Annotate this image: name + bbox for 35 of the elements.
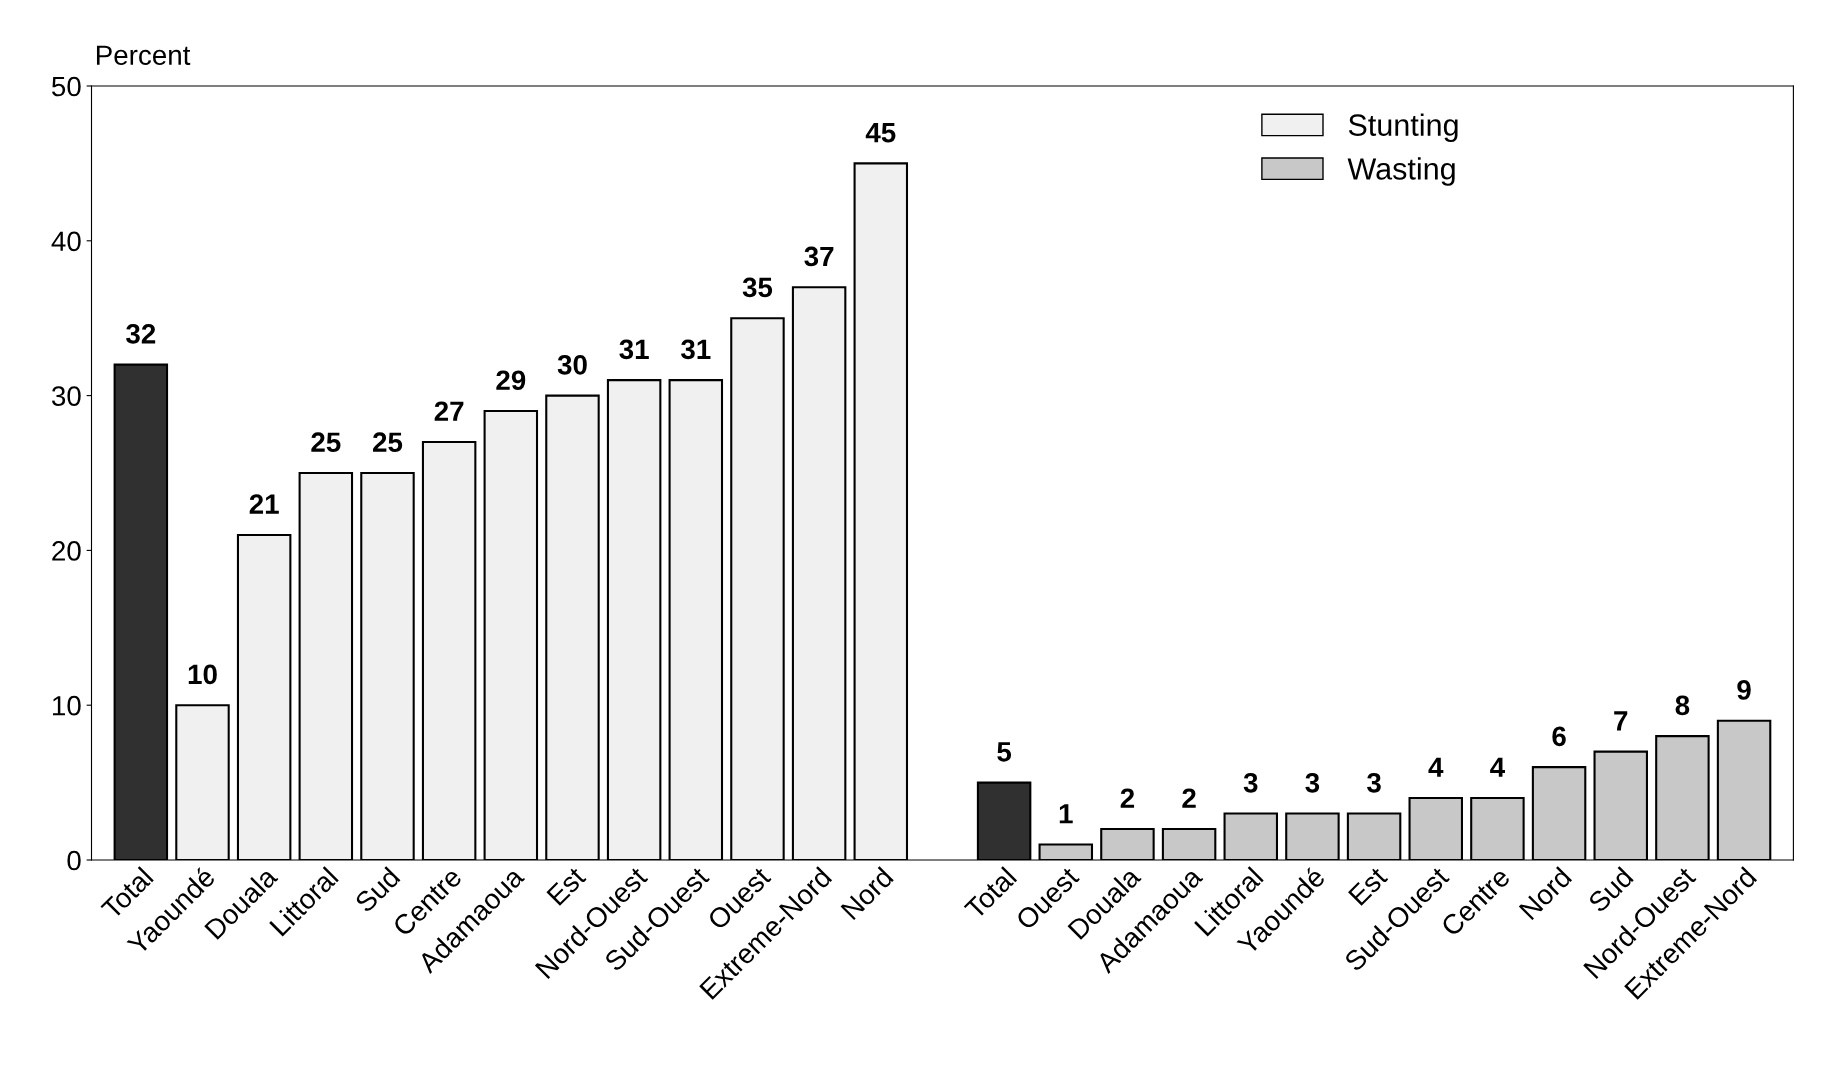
y-tick-label: 50 bbox=[51, 76, 81, 97]
y-tick-label: 10 bbox=[53, 695, 81, 716]
data-label: 4 bbox=[1428, 757, 1444, 777]
data-label: 29 bbox=[496, 370, 526, 391]
data-label: 21 bbox=[249, 494, 279, 514]
data-label: 31 bbox=[619, 339, 649, 360]
data-label: 6 bbox=[1552, 726, 1566, 747]
y-tick-label: 0 bbox=[67, 850, 81, 871]
data-label: 3 bbox=[1243, 772, 1258, 793]
data-label: 31 bbox=[680, 339, 711, 360]
y-tick-label: 30 bbox=[51, 386, 81, 406]
data-label: 25 bbox=[373, 432, 403, 453]
y-tick-label: 40 bbox=[51, 231, 81, 252]
data-label: 2 bbox=[1120, 788, 1135, 808]
y-axis-title: Percent bbox=[96, 45, 191, 66]
data-label: 8 bbox=[1675, 695, 1690, 716]
data-label: 27 bbox=[434, 401, 464, 421]
data-label: 25 bbox=[311, 432, 341, 453]
data-label: 9 bbox=[1737, 680, 1751, 700]
legend-label: Stunting bbox=[1348, 113, 1458, 142]
legend-label: Wasting bbox=[1347, 157, 1455, 186]
y-tick-label: 20 bbox=[52, 541, 81, 561]
data-label: 7 bbox=[1614, 711, 1628, 731]
data-label: 3 bbox=[1305, 772, 1320, 793]
data-label: 37 bbox=[804, 246, 834, 267]
data-label: 5 bbox=[997, 742, 1012, 762]
data-label: 1 bbox=[1059, 804, 1073, 824]
data-label: 30 bbox=[557, 354, 587, 375]
data-label: 45 bbox=[865, 123, 896, 143]
data-label: 35 bbox=[742, 277, 773, 298]
data-label: 32 bbox=[126, 324, 156, 344]
data-label: 2 bbox=[1182, 788, 1196, 808]
data-label: 3 bbox=[1367, 772, 1381, 793]
data-label: 10 bbox=[188, 664, 217, 685]
data-label: 4 bbox=[1490, 757, 1505, 777]
